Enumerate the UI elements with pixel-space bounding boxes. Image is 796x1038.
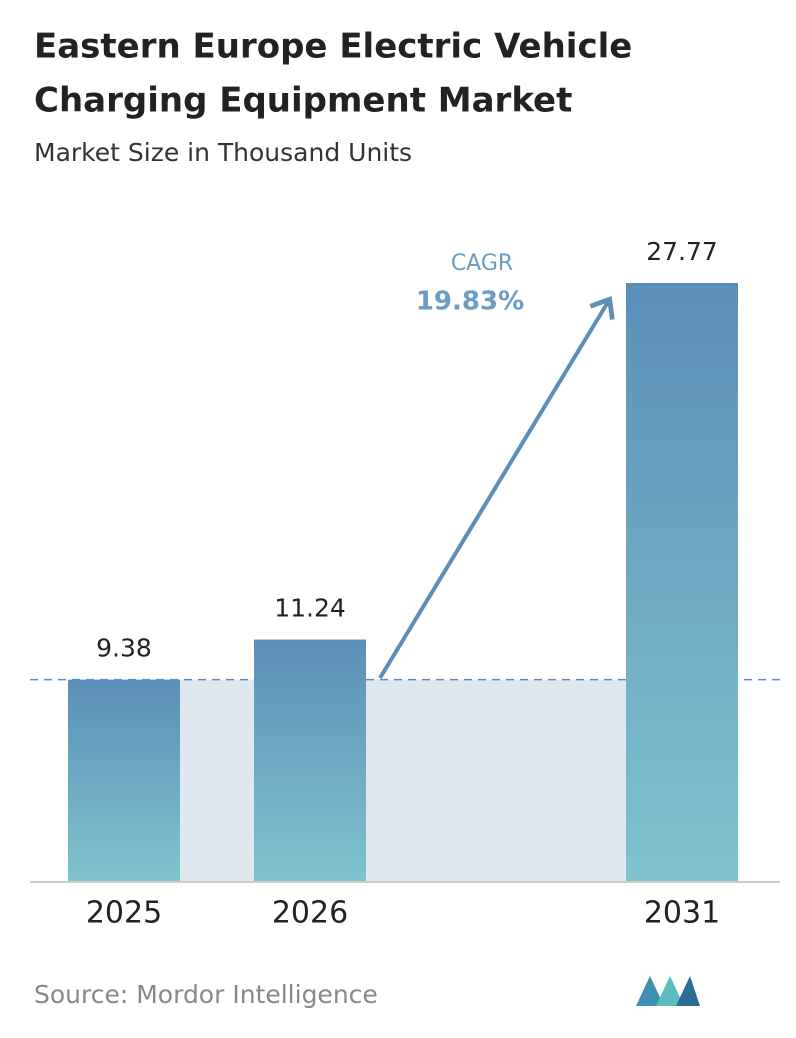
chart-subtitle: Market Size in Thousand Units	[34, 138, 412, 167]
chart-title: Charging Equipment Market	[34, 81, 572, 121]
chart-title: Eastern Europe Electric Vehicle	[34, 27, 632, 67]
bar	[626, 283, 738, 882]
data-label: 9.38	[96, 634, 152, 663]
logo	[636, 976, 700, 1006]
cagr-arrow	[378, 295, 615, 680]
annotation-label: CAGR	[451, 251, 513, 276]
data-label: 27.77	[646, 237, 718, 266]
bar	[254, 639, 366, 882]
x-tick-label: 2025	[86, 896, 162, 931]
source: Source: Mordor Intelligence	[34, 980, 378, 1009]
plot-area: 9.38 2025 11.24 2026 27.77 2031	[30, 237, 780, 931]
data-label: 11.24	[274, 594, 346, 623]
annotation-value: 19.83%	[416, 287, 524, 317]
x-tick-label: 2031	[644, 896, 720, 931]
bar	[68, 679, 180, 882]
x-tick-label: 2026	[272, 896, 348, 931]
